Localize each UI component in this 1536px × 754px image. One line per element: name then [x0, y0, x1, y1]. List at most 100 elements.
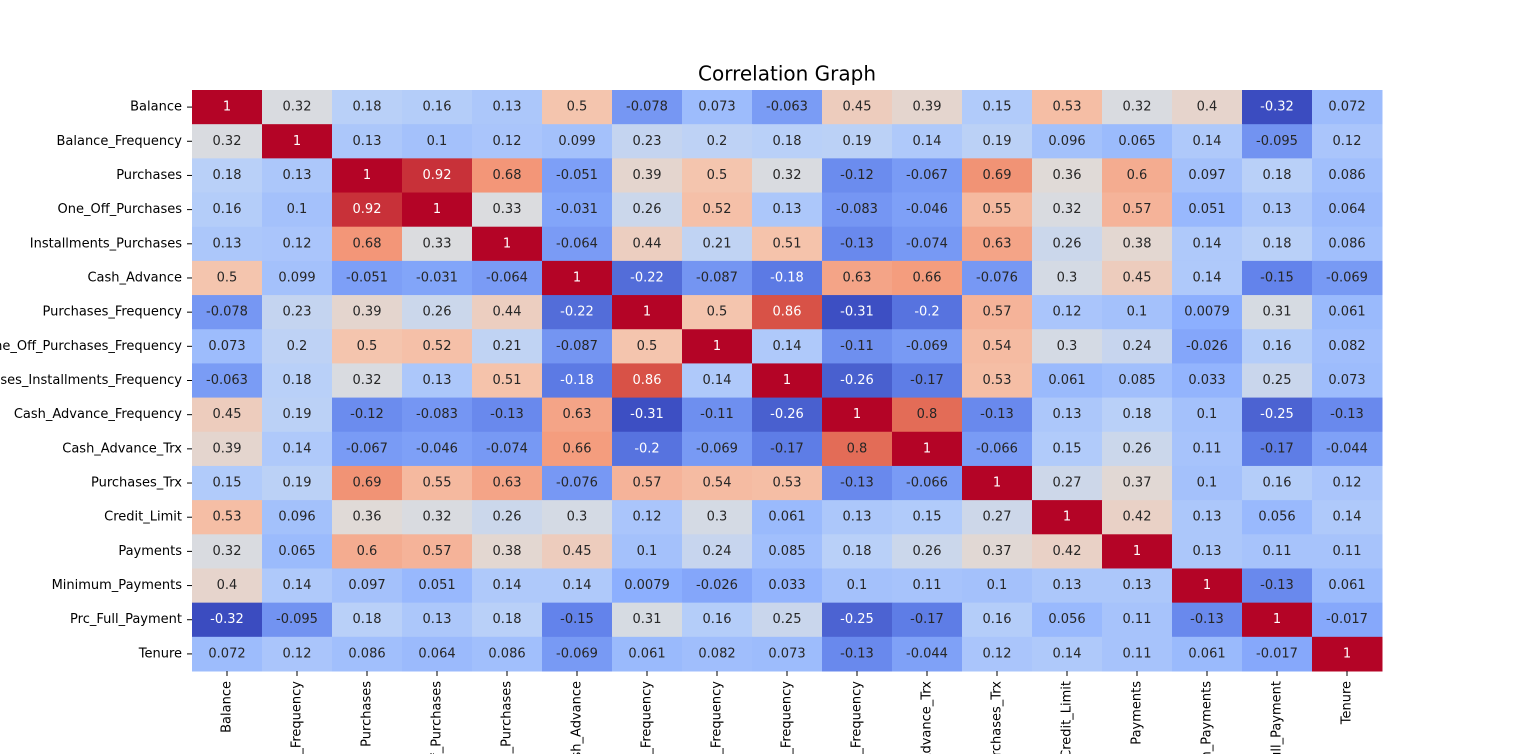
heatmap-cell: [1032, 295, 1103, 330]
heatmap-cell: [682, 158, 753, 194]
heatmap-cell: [1172, 534, 1243, 569]
cell-label: 0.13: [773, 202, 802, 217]
cell-label: 0.13: [213, 236, 242, 251]
heatmap-cell: [1032, 397, 1103, 433]
heatmap-cell: [752, 124, 823, 159]
cell-label: 0.24: [703, 544, 732, 559]
heatmap-cell: [962, 192, 1033, 228]
cell-label: 0.44: [493, 305, 522, 320]
cell-label: 0.13: [423, 612, 452, 627]
heatmap-cell: [892, 568, 963, 604]
x-tick-label: Credit_Limit: [1060, 681, 1075, 754]
heatmap-cell: [612, 602, 683, 638]
cell-label: 0.45: [843, 100, 872, 115]
heatmap-cell: [542, 431, 613, 467]
heatmap-cell: [402, 90, 473, 125]
y-tick-label: Purchases_Frequency: [43, 305, 183, 320]
heatmap-cell: [1102, 568, 1173, 604]
heatmap-cell: [822, 192, 893, 228]
heatmap-cell: [1242, 124, 1313, 159]
cell-label: 0.5: [637, 339, 658, 354]
heatmap-cell: [1312, 192, 1383, 228]
heatmap-cell: [1312, 124, 1383, 159]
cell-label: 0.061: [1048, 373, 1085, 388]
cell-label: 0.24: [1123, 339, 1152, 354]
heatmap-cell: [262, 192, 333, 228]
cell-label: 0.53: [773, 476, 802, 491]
heatmap-cell: [1102, 500, 1173, 535]
cell-label: 0.51: [773, 236, 802, 251]
heatmap-cell: [962, 397, 1033, 433]
cell-label: 0.27: [1053, 476, 1082, 491]
cell-label: 0.15: [213, 476, 242, 491]
heatmap-cell: [542, 602, 613, 638]
cell-label: 0.54: [983, 339, 1012, 354]
heatmap-cell: [1242, 568, 1313, 604]
heatmap-cell: [822, 397, 893, 433]
cell-label: -0.13: [1260, 578, 1294, 593]
cell-label: 0.51: [493, 373, 522, 388]
cell-label: 0.12: [1053, 305, 1082, 320]
heatmap-cell: [1172, 602, 1243, 638]
cell-label: 1: [1133, 544, 1141, 559]
heatmap-cell: [1102, 226, 1173, 262]
heatmap-cell: [682, 500, 753, 535]
cell-label: 0.11: [1333, 544, 1362, 559]
cell-label: 0.13: [1263, 202, 1292, 217]
heatmap-cell: [1172, 260, 1243, 296]
heatmap-cell: [332, 124, 403, 159]
heatmap-cell: [892, 124, 963, 159]
cell-label: 0.32: [1053, 202, 1082, 217]
cell-label: -0.064: [486, 270, 528, 285]
cell-label: 0.37: [983, 544, 1012, 559]
heatmap-cell: [612, 363, 683, 399]
cell-label: 0.13: [493, 100, 522, 115]
heatmap-cell: [752, 295, 823, 330]
cell-label: -0.069: [906, 339, 948, 354]
cell-label: 0.15: [1053, 441, 1082, 456]
cell-label: 0.073: [768, 646, 805, 661]
y-tick-label: Purchases_Trx: [91, 476, 182, 491]
x-tick-label: Payments: [1130, 681, 1145, 745]
heatmap-cell: [682, 295, 753, 330]
heatmap-cell: [892, 602, 963, 638]
heatmap-cell: [822, 500, 893, 535]
heatmap-cell: [752, 431, 823, 467]
cell-label: -0.11: [700, 407, 734, 422]
heatmap-cell: [892, 636, 963, 672]
cell-label: 0.096: [1048, 134, 1085, 149]
cell-label: 0.12: [283, 236, 312, 251]
heatmap-cell: [892, 192, 963, 228]
x-tick-label: Minimum_Payments: [1200, 681, 1215, 754]
heatmap-cell: [262, 226, 333, 262]
x-tick-label: Purchases: [360, 681, 375, 747]
cell-label: 0.18: [283, 373, 312, 388]
cell-label: 1: [993, 476, 1001, 491]
cell-label: 0.056: [1048, 612, 1085, 627]
heatmap-cell: [612, 260, 683, 296]
heatmap-cell: [1172, 124, 1243, 159]
heatmap-cell: [1102, 90, 1173, 125]
y-tick-label: Prc_Full_Payment: [70, 612, 182, 627]
cell-label: 0.52: [423, 339, 452, 354]
cell-label: -0.26: [840, 373, 874, 388]
heatmap-cell: [822, 329, 893, 364]
heatmap-cell: [962, 158, 1033, 194]
heatmap-cell: [472, 568, 543, 604]
heatmap-cell: [822, 363, 893, 399]
cell-label: 0.27: [983, 510, 1012, 525]
heatmap-cell: [962, 226, 1033, 262]
cell-label: 0.18: [843, 544, 872, 559]
cell-label: 0.1: [427, 134, 448, 149]
cell-label: 0.45: [563, 544, 592, 559]
heatmap-cell: [1102, 397, 1173, 433]
heatmap-cell: [962, 636, 1033, 672]
heatmap-cell: [1102, 329, 1173, 364]
heatmap-cell: [262, 329, 333, 364]
heatmap-cell: [192, 295, 263, 330]
heatmap-cell: [1242, 260, 1313, 296]
heatmap-cell: [472, 397, 543, 433]
cell-label: 0.085: [768, 544, 805, 559]
cell-label: 0.14: [1193, 270, 1222, 285]
heatmap-cell: [612, 397, 683, 433]
